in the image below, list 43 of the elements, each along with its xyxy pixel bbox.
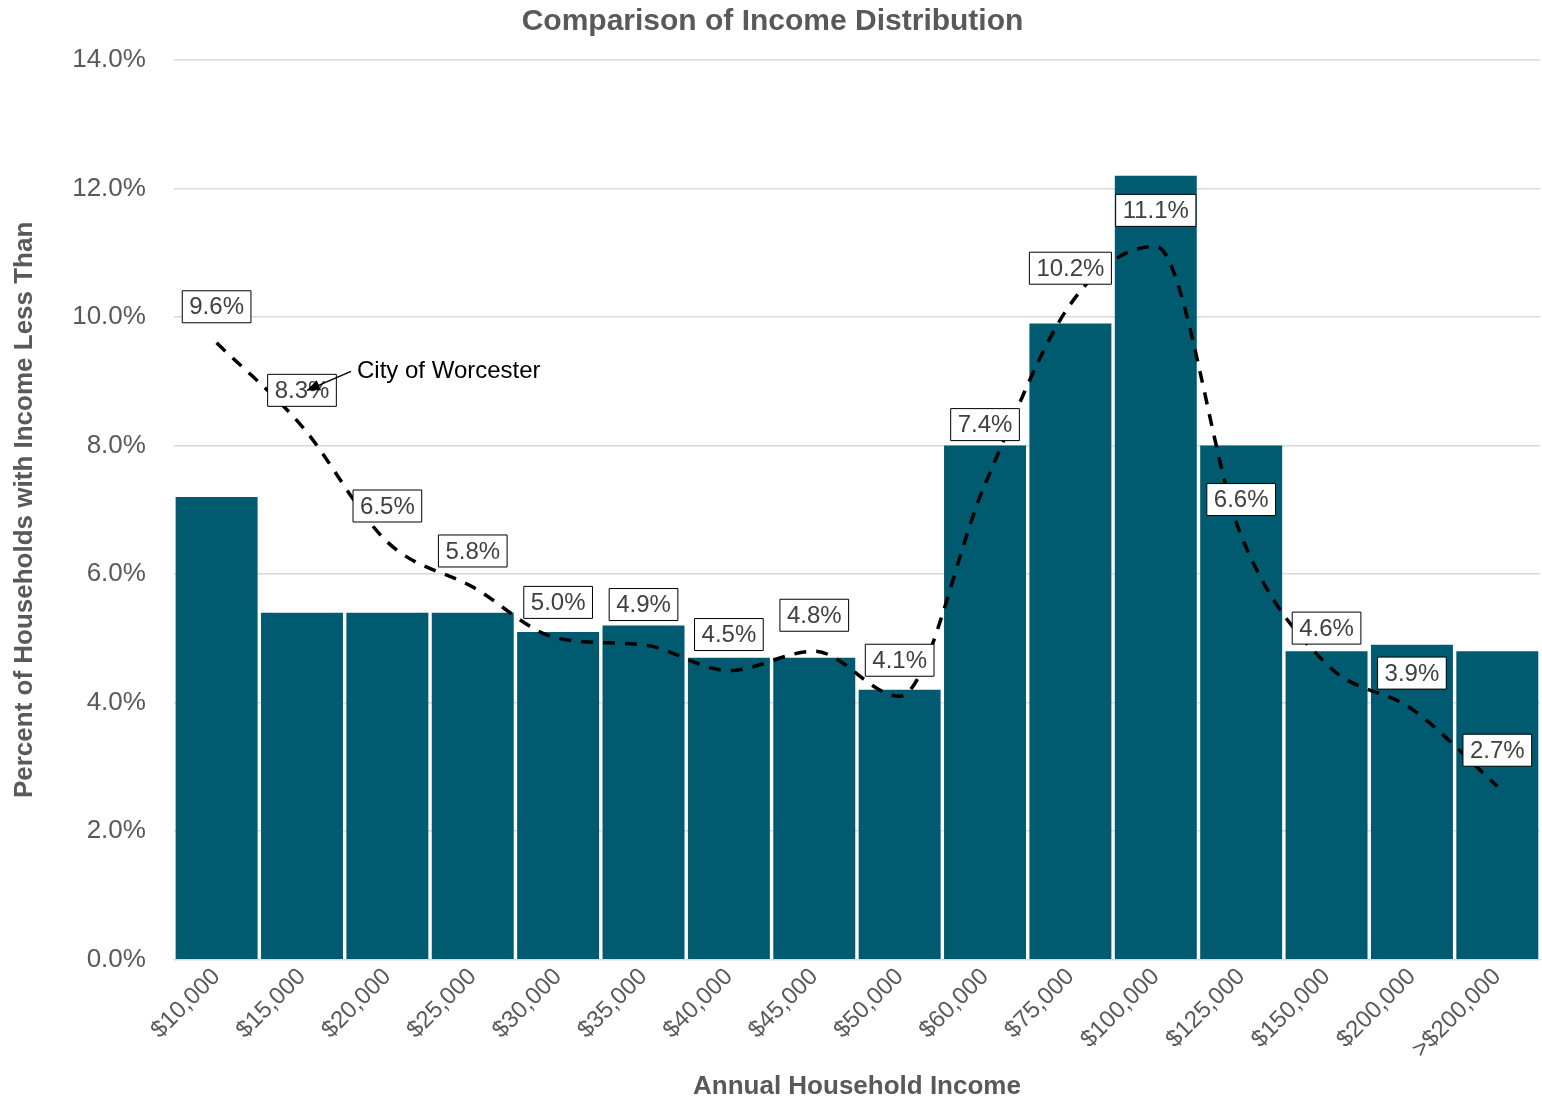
y-tick-label: 8.0%: [86, 428, 146, 459]
data-label: 6.6%: [1213, 485, 1269, 513]
bar: [773, 657, 856, 959]
bar: [175, 497, 258, 959]
bar: [1114, 175, 1197, 959]
bar: [517, 631, 600, 959]
bar: [346, 612, 429, 959]
data-label: 9.6%: [189, 292, 244, 320]
bar: [687, 657, 770, 959]
data-label: 10.2%: [1036, 253, 1105, 281]
data-label: 5.0%: [530, 588, 586, 616]
y-tick-label: 0.0%: [86, 942, 146, 973]
chart-title: Comparison of Income Distribution: [521, 3, 1024, 37]
bar: [1370, 644, 1453, 959]
bar: [261, 612, 343, 959]
x-axis-title: Annual Household Income: [693, 1069, 1021, 1100]
y-tick-label: 12.0%: [72, 171, 146, 202]
data-label: 6.5%: [360, 491, 415, 519]
y-tick-label: 2.0%: [86, 814, 146, 845]
data-label: 4.9%: [616, 590, 671, 618]
bar: [944, 445, 1027, 959]
bar: [1200, 445, 1283, 959]
data-label: 2.7%: [1469, 735, 1525, 763]
bar: [1456, 651, 1539, 959]
legend-label: City of Worcester: [356, 355, 541, 383]
data-label: 4.6%: [1299, 613, 1354, 641]
data-label: 4.5%: [701, 620, 757, 648]
y-tick-label: 14.0%: [72, 43, 146, 74]
bar: [858, 689, 941, 959]
y-tick-label: 10.0%: [72, 300, 146, 331]
data-label: 5.8%: [445, 536, 501, 564]
data-label: 7.4%: [957, 410, 1013, 438]
y-tick-label: 6.0%: [86, 557, 146, 588]
data-label: 4.1%: [872, 645, 927, 673]
bar: [1029, 323, 1112, 959]
y-tick-label: 4.0%: [86, 685, 146, 716]
data-label: 4.8%: [786, 600, 842, 628]
bar: [431, 612, 514, 959]
bar: [602, 625, 685, 959]
y-axis-title: Percent of Households with Income Less Than: [7, 221, 38, 799]
data-label: 11.1%: [1122, 196, 1189, 223]
bar: [1285, 651, 1368, 959]
data-label: 3.9%: [1384, 658, 1440, 686]
